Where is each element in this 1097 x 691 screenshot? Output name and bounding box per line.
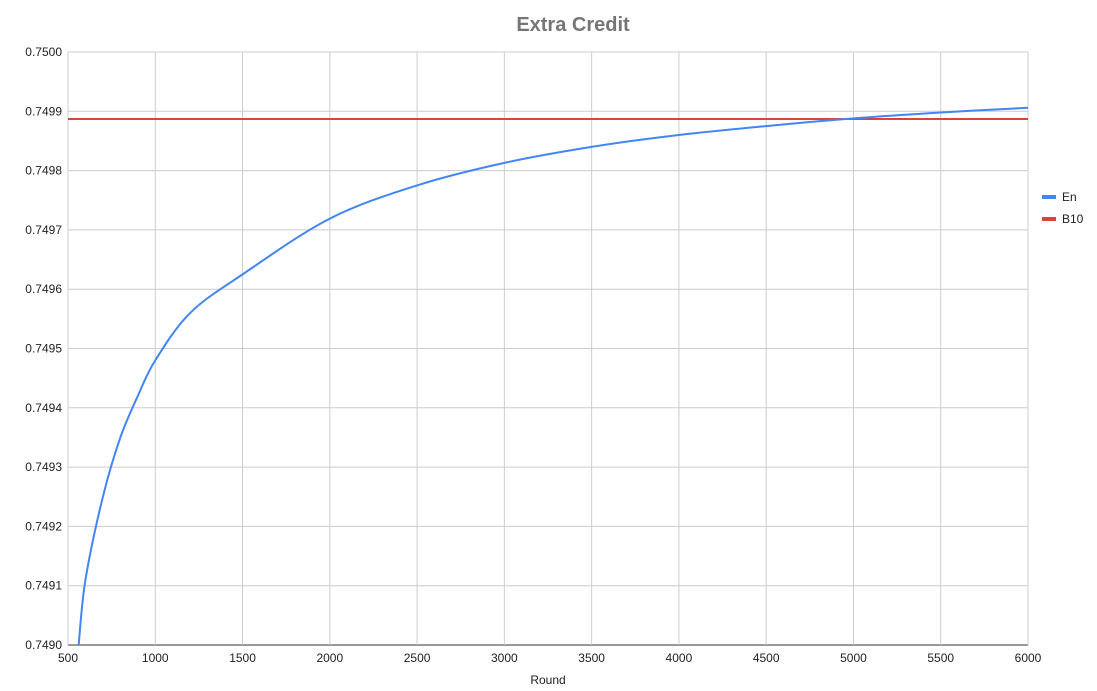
series-group: [68, 106, 1028, 645]
x-tick-label: 6000: [1015, 651, 1042, 665]
series-line-en: [77, 106, 1028, 645]
y-tick-label: 0.7500: [25, 45, 62, 59]
y-tick-label: 0.7493: [25, 460, 62, 474]
legend: En B10: [1042, 190, 1084, 226]
y-tick-label: 0.7498: [25, 164, 62, 178]
x-axis-label: Round: [530, 673, 565, 687]
y-tick-label: 0.7492: [25, 519, 62, 533]
grid: [67, 51, 1029, 646]
x-tick-label: 5000: [840, 651, 867, 665]
y-tick-label: 0.7495: [25, 342, 62, 356]
legend-label-en: En: [1062, 190, 1077, 204]
y-tick-label: 0.7499: [25, 104, 62, 118]
x-tick-label: 4500: [753, 651, 780, 665]
x-tick-label: 1500: [229, 651, 256, 665]
y-tick-label: 0.7490: [25, 638, 62, 652]
legend-label-b10: B10: [1062, 212, 1084, 226]
x-tick-label: 3000: [491, 651, 518, 665]
legend-swatch-en: [1042, 195, 1056, 199]
y-tick-label: 0.7497: [25, 223, 62, 237]
x-tick-label: 4000: [666, 651, 693, 665]
x-tick-label: 500: [58, 651, 78, 665]
y-tick-label: 0.7491: [25, 579, 62, 593]
x-tick-label: 2500: [404, 651, 431, 665]
legend-swatch-b10: [1042, 217, 1056, 221]
x-axis-ticks: 500 1000 1500 2000 2500 3000 3500 4000 4500 5000 5…: [58, 651, 1042, 665]
x-tick-label: 1000: [142, 651, 169, 665]
x-tick-label: 5500: [927, 651, 954, 665]
x-tick-label: 2000: [316, 651, 343, 665]
y-axis-ticks: 0.7490 0.7491 0.7492 0.7493 0.7494 0.7495 0.74…: [25, 45, 62, 652]
chart-title: Extra Credit: [516, 14, 630, 36]
x-tick-label: 3500: [578, 651, 605, 665]
y-tick-label: 0.7494: [25, 401, 62, 415]
y-tick-label: 0.7496: [25, 282, 62, 296]
